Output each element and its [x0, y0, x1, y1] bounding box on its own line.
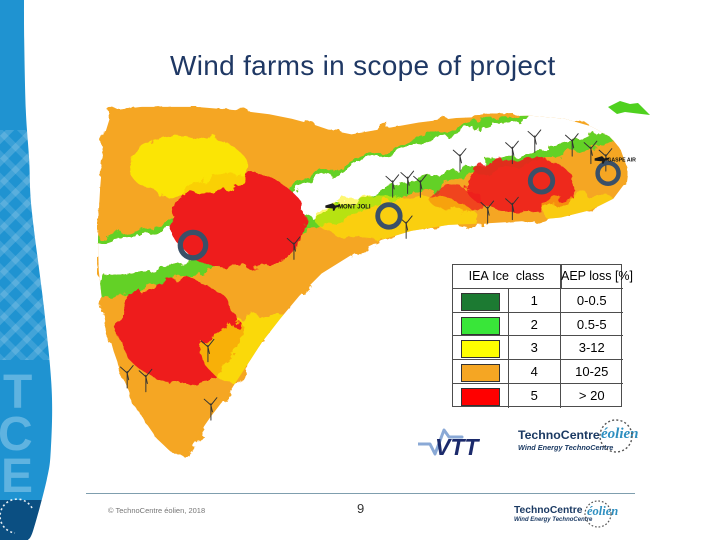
svg-text:GASPE AIRPORT: GASPE AIRPORT	[607, 157, 636, 163]
svg-text:MONT JOLI: MONT JOLI	[338, 204, 371, 210]
svg-text:E: E	[1, 450, 33, 503]
svg-text:VTT: VTT	[435, 434, 480, 460]
